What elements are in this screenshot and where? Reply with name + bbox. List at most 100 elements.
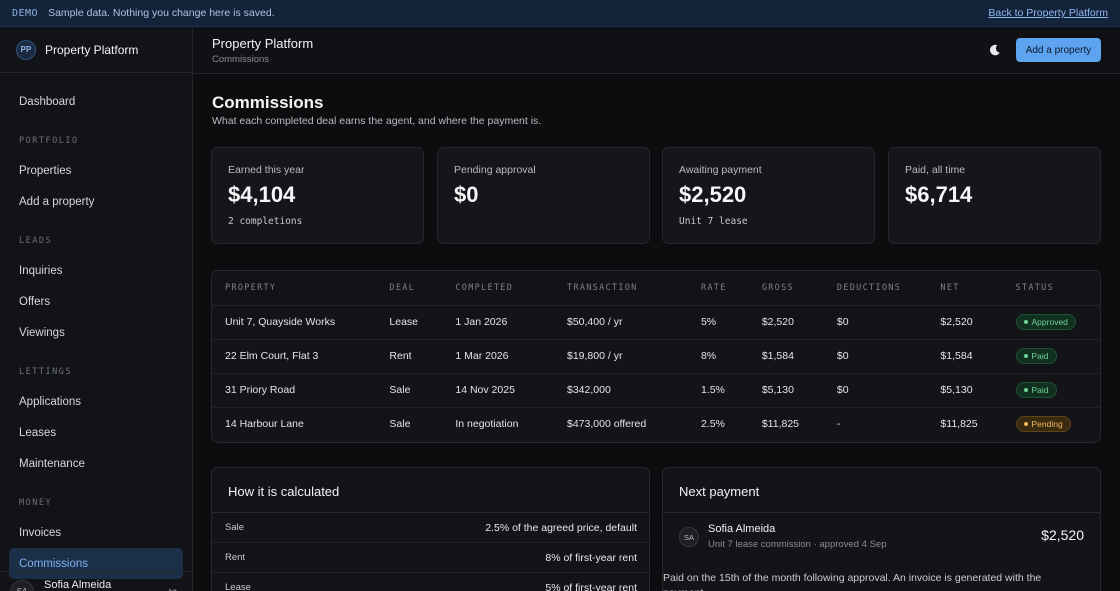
status-label: Paid <box>1031 385 1049 395</box>
cell-property: 14 Harbour Lane <box>225 418 304 431</box>
user-menu[interactable]: SA Sofia Almeida ↪ <box>0 571 192 591</box>
avatar: SA <box>10 579 34 591</box>
cell-transaction: $50,400 / yr <box>553 305 688 340</box>
payment-row[interactable]: SA Sofia Almeida Unit 7 lease commission… <box>663 513 1100 563</box>
status-dot-icon <box>1023 320 1028 324</box>
table-body: Unit 7, Quayside Works Lease 1 Jan 2026 $50… <box>212 305 1100 441</box>
column-header: STATUS <box>1002 271 1100 306</box>
panel-title: How it is calculated <box>212 468 649 513</box>
cell-net: $11,825 <box>940 418 978 431</box>
sidebar-item-inquiries[interactable]: Inquiries <box>19 264 63 277</box>
cell-net: $1,584 <box>927 339 1003 374</box>
brand-name: Property Platform <box>45 42 139 57</box>
cell-status: Paid <box>1002 339 1100 374</box>
calc-row: Sale 2.5% of the agreed price, default <box>212 513 649 543</box>
cell-gross: $1,584 <box>748 339 824 374</box>
moon-icon[interactable] <box>988 43 1002 57</box>
stat-value: $4,104 <box>228 182 296 207</box>
cell-transaction: $19,800 / yr <box>553 339 688 374</box>
sidebar-item-commissions[interactable]: Commissions <box>9 548 183 579</box>
cell-rate: 8% <box>687 339 749 374</box>
cell-gross: $2,520 <box>748 305 824 340</box>
payment-amount: $2,520 <box>1041 527 1084 543</box>
calc-row: Lease 5% of first-year rent <box>212 573 649 591</box>
sidebar: PP Property Platform Dashboard PORTFOLIO P… <box>0 27 193 591</box>
sidebar-item-dashboard[interactable]: Dashboard <box>19 95 76 108</box>
calc-row: Rent 8% of first-year rent <box>212 543 649 573</box>
cell-deal: Rent <box>376 339 443 374</box>
page-subtitle: What each completed deal earns the agent… <box>212 115 542 127</box>
table-row[interactable]: 22 Elm Court, Flat 3 Rent 1 Mar 2026 $19,80… <box>212 339 1100 374</box>
cell-deal: Lease <box>376 305 443 340</box>
column-header: DEDUCTIONS <box>823 271 928 306</box>
stat-value: $6,714 <box>905 182 973 207</box>
stat-label: Awaiting payment <box>679 164 762 176</box>
column-header: RATE <box>687 271 749 306</box>
cell-net: $5,130 <box>927 373 1003 408</box>
deal-type: Lease <box>225 582 251 591</box>
cell-status: Approved <box>1002 305 1100 340</box>
table-row[interactable]: 14 Harbour Lane Sale In negotiation $473,00… <box>212 407 1100 441</box>
cell-rate: 5% <box>687 305 749 340</box>
column-header: DEAL <box>376 271 443 306</box>
stat-label: Paid, all time <box>905 164 966 176</box>
status-badge: Paid <box>1015 348 1057 364</box>
cell-gross: $5,130 <box>748 373 824 408</box>
status-label: Paid <box>1031 351 1049 361</box>
demo-banner: DEMO Sample data. Nothing you change her… <box>0 0 1120 27</box>
calculation-panel: How it is calculated Sale 2.5% of the agr… <box>211 467 650 591</box>
stat-label: Pending approval <box>454 164 536 176</box>
status-badge: Approved <box>1015 314 1076 330</box>
breadcrumb: Commissions <box>212 54 270 65</box>
status-label: Pending <box>1031 419 1063 430</box>
stat-card-pending: Pending approval $0 <box>437 147 650 244</box>
cell-deductions: $0 <box>823 305 928 340</box>
table-header-row: PROPERTY DEAL COMPLETED TRANSACTION RATE GROS… <box>212 271 1100 306</box>
user-name: Sofia Almeida <box>44 578 112 591</box>
stat-card-paid: Paid, all time $6,714 <box>888 147 1101 244</box>
page-title: Commissions <box>212 93 324 112</box>
sidebar-item-invoices[interactable]: Invoices <box>19 526 62 539</box>
main-content: Commissions What each completed deal ear… <box>193 75 1120 591</box>
nav-section-leads: LEADS <box>19 236 53 246</box>
brand[interactable]: PP Property Platform <box>0 27 192 73</box>
stat-value: $0 <box>454 182 479 207</box>
stat-card-awaiting: Awaiting payment $2,520 Unit 7 lease <box>662 147 875 244</box>
nav-section-money: MONEY <box>19 498 53 508</box>
cell-rate: 2.5% <box>700 418 725 431</box>
sidebar-item-leases[interactable]: Leases <box>19 426 57 439</box>
add-property-button[interactable]: Add a property <box>1016 38 1101 62</box>
column-header: TRANSACTION <box>553 271 688 306</box>
cell-deductions: $0 <box>823 339 928 374</box>
cell-completed: 14 Nov 2025 <box>442 373 554 408</box>
avatar: SA <box>679 527 699 547</box>
sidebar-item-applications[interactable]: Applications <box>19 395 82 408</box>
sidebar-item-properties[interactable]: Properties <box>19 164 72 177</box>
column-header: COMPLETED <box>442 271 554 306</box>
cell-rate: 1.5% <box>687 373 749 408</box>
cell-completed: 1 Mar 2026 <box>442 339 554 374</box>
sidebar-item-offers[interactable]: Offers <box>19 295 51 308</box>
column-header: GROSS <box>748 271 824 306</box>
sidebar-item-add-a-property[interactable]: Add a property <box>19 195 95 208</box>
nav-section-lettings: LETTINGS <box>19 367 72 377</box>
next-payment-panel: Next payment SA Sofia Almeida Unit 7 lea… <box>662 467 1101 591</box>
cell-deductions: - <box>836 418 841 431</box>
cell-deal: Sale <box>389 418 411 431</box>
stat-card-earned: Earned this year $4,104 2 completions <box>211 147 424 244</box>
deal-type: Sale <box>225 522 245 533</box>
column-header: NET <box>927 271 1003 306</box>
sign-out-icon[interactable]: ↪ <box>169 586 177 591</box>
demo-tag: DEMO <box>12 7 39 19</box>
table-row[interactable]: Unit 7, Quayside Works Lease 1 Jan 2026 $50… <box>212 305 1100 340</box>
sidebar-item-viewings[interactable]: Viewings <box>19 326 65 339</box>
table-row[interactable]: 31 Priory Road Sale 14 Nov 2025 $342,000 1.5… <box>212 373 1100 408</box>
rate-rule: 8% of first-year rent <box>545 551 637 564</box>
status-badge: Paid <box>1015 382 1057 398</box>
logo-badge: PP <box>16 39 36 60</box>
back-link[interactable]: Back to Property Platform <box>988 7 1108 19</box>
cell-completed: 1 Jan 2026 <box>442 305 554 340</box>
cell-property: 22 Elm Court, Flat 3 <box>212 339 377 374</box>
sidebar-item-maintenance[interactable]: Maintenance <box>19 457 85 470</box>
demo-message: Sample data. Nothing you change here is … <box>48 7 275 19</box>
